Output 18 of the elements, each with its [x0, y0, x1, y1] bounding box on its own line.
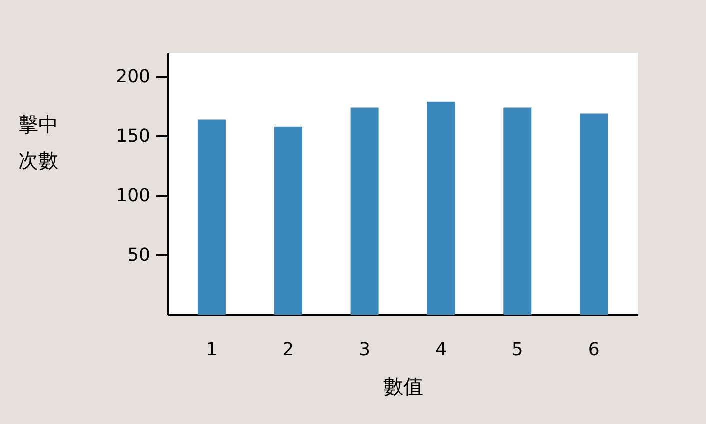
y-tick-label: 150	[116, 126, 150, 147]
x-axis-title: 數值	[384, 374, 424, 398]
y-tick-label: 100	[116, 185, 150, 206]
x-tick-label: 2	[282, 340, 294, 360]
bar	[427, 102, 456, 315]
y-axis-title: 擊中次數	[18, 112, 58, 172]
x-tick-label: 5	[512, 340, 524, 360]
bar	[350, 108, 379, 315]
x-tick-label: 6	[588, 340, 600, 360]
x-tick-label: 3	[359, 340, 371, 360]
y-tick-label: 200	[116, 66, 150, 88]
bar	[274, 126, 302, 315]
bar	[504, 108, 532, 315]
bar	[580, 114, 608, 315]
x-tick-label: 1	[206, 340, 218, 360]
y-tick-label: 50	[128, 244, 150, 266]
bar	[198, 120, 226, 315]
x-tick-label: 4	[435, 340, 447, 360]
